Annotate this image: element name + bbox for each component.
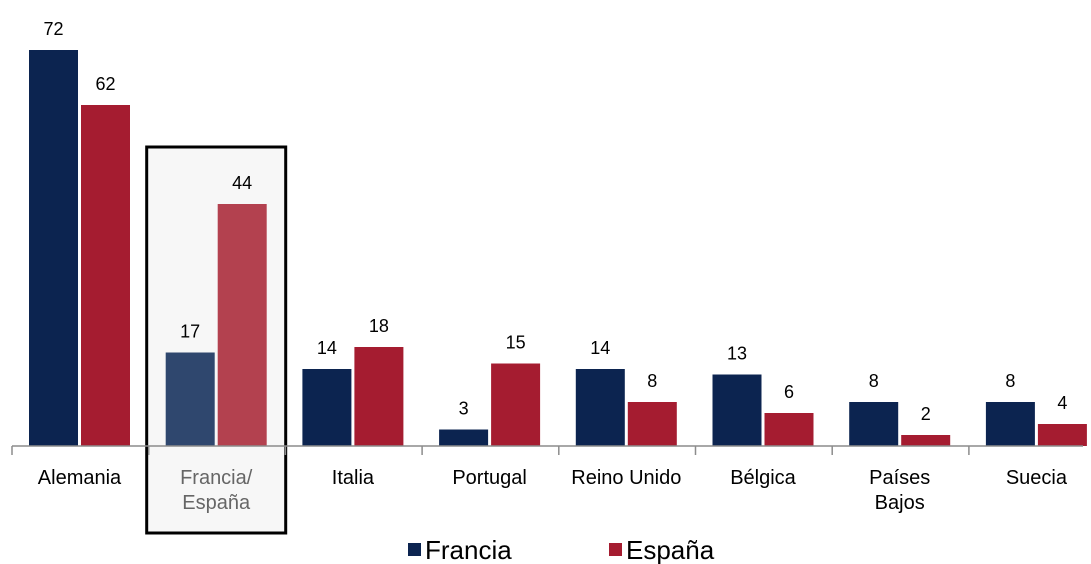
value-label-españa-3: 15 [506, 333, 526, 353]
value-label-españa-1: 44 [232, 173, 252, 193]
value-label-francia-5: 13 [727, 344, 747, 364]
bar-francia-6 [849, 402, 899, 446]
bar-españa-3 [491, 363, 541, 446]
bar-españa-0 [81, 105, 130, 446]
legend-label-francia: Francia [425, 535, 512, 564]
bar-españa-1 [217, 204, 267, 446]
category-label-3: Portugal [452, 467, 527, 489]
category-label-6: Países Bajos [869, 467, 930, 514]
value-label-españa-4: 8 [647, 371, 657, 391]
bar-francia-0 [29, 50, 78, 446]
category-label-2: Italia [332, 467, 375, 489]
bar-francia-7 [985, 402, 1035, 446]
bar-francia-2 [302, 369, 352, 446]
value-label-francia-4: 14 [590, 338, 610, 358]
bar-francia-4 [575, 369, 625, 446]
category-label-4: Reino Unido [571, 467, 681, 489]
value-label-francia-6: 8 [869, 371, 879, 391]
bar-españa-2 [354, 347, 404, 446]
legend-label-españa: España [626, 535, 715, 564]
value-label-francia-7: 8 [1005, 371, 1015, 391]
value-label-francia-2: 14 [317, 338, 337, 358]
value-label-francia-0: 72 [43, 19, 63, 39]
legend-swatch-francia [408, 543, 421, 556]
value-label-francia-3: 3 [459, 399, 469, 419]
value-label-francia-1: 17 [180, 322, 200, 342]
category-label-5: Bélgica [730, 467, 796, 489]
bar-españa-4 [627, 402, 677, 446]
value-label-españa-6: 2 [921, 404, 931, 424]
bar-francia-1 [165, 352, 215, 446]
bar-españa-5 [764, 413, 814, 446]
value-label-españa-2: 18 [369, 316, 389, 336]
category-label-0: Alemania [38, 467, 122, 489]
bar-españa-7 [1037, 424, 1087, 446]
value-label-españa-5: 6 [784, 382, 794, 402]
bar-francia-3 [439, 429, 489, 446]
legend-swatch-españa [609, 543, 622, 556]
bar-españa-6 [901, 435, 951, 446]
category-label-1: Francia/España [180, 467, 253, 514]
category-label-7: Suecia [1006, 467, 1068, 489]
value-label-españa-0: 62 [95, 74, 115, 94]
bar-francia-5 [712, 374, 762, 446]
value-label-españa-7: 4 [1057, 393, 1067, 413]
